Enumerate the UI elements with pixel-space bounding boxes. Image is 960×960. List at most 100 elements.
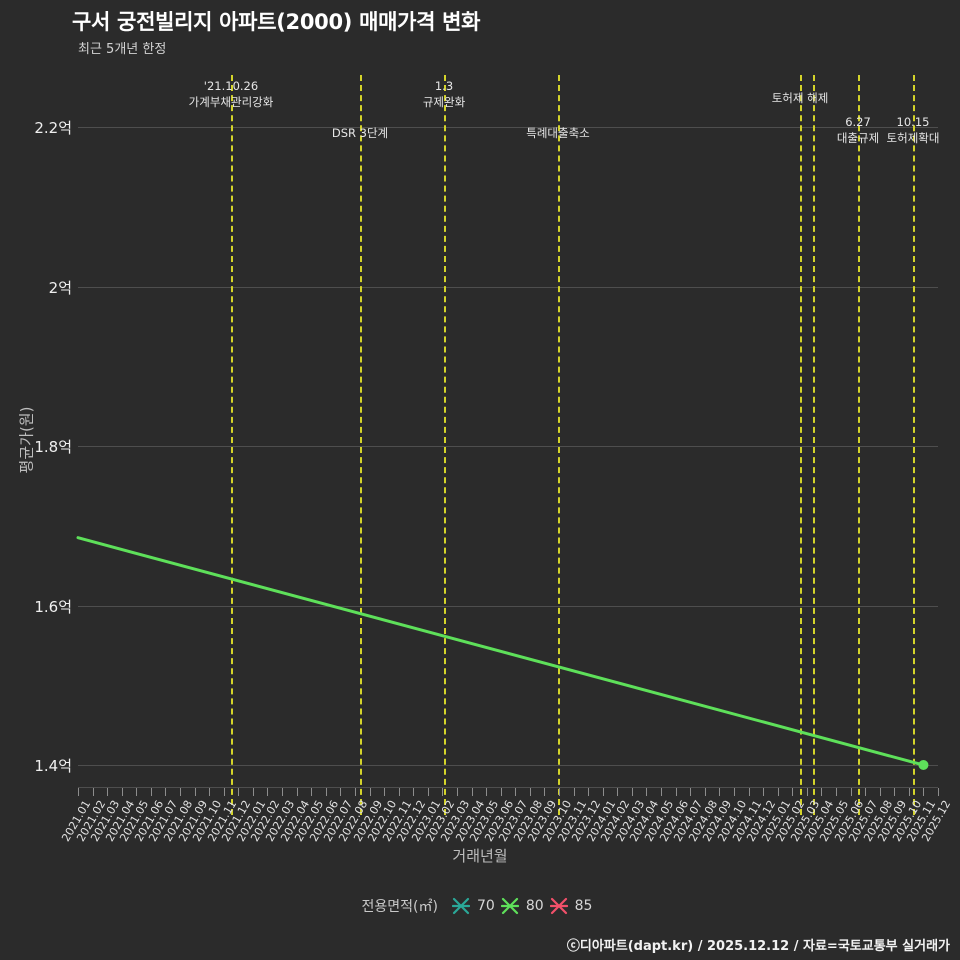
event-text: 가계부채관리강화 <box>188 94 274 109</box>
event-date: '21.10.26 <box>203 79 259 93</box>
x-tick-mark <box>559 788 561 796</box>
x-tick-mark <box>150 788 152 796</box>
gridline <box>78 127 938 128</box>
event-line <box>800 75 802 815</box>
x-tick-mark <box>529 788 531 796</box>
event-annotation: 토허제 해제 <box>772 91 829 107</box>
x-tick-mark <box>107 788 109 796</box>
x-tick-mark <box>938 788 939 796</box>
x-tick-mark <box>92 788 94 796</box>
event-date: 1.3 <box>434 79 454 93</box>
x-tick-mark <box>588 788 590 796</box>
x-tick-mark <box>704 788 706 796</box>
x-tick-mark <box>865 788 867 796</box>
x-tick-mark <box>748 788 750 796</box>
event-line <box>444 75 446 815</box>
event-line <box>858 75 860 815</box>
x-tick-mark <box>78 788 79 796</box>
y-tick-label: 1.4억 <box>34 757 72 775</box>
y-tick-label: 2.2억 <box>34 119 72 137</box>
x-tick-mark <box>223 788 225 796</box>
x-tick-mark <box>384 788 386 796</box>
event-date: 6.27 <box>845 115 871 129</box>
x-tick-mark <box>325 788 327 796</box>
legend-title: 전용면적(㎡) <box>361 899 438 915</box>
x-tick-mark <box>252 788 254 796</box>
x-axis-label: 거래년월 <box>452 847 508 865</box>
x-tick-mark <box>282 788 284 796</box>
x-tick-mark <box>850 788 852 796</box>
gridline <box>78 286 938 288</box>
x-tick-mark <box>311 788 313 796</box>
x-tick-mark <box>165 788 167 796</box>
x-tick-mark <box>413 788 415 796</box>
x-tick-mark <box>792 788 794 796</box>
legend-item-70[interactable]: 70 <box>451 897 495 915</box>
x-tick-mark <box>908 788 910 796</box>
legend-item-85[interactable]: 85 <box>549 897 593 915</box>
x-tick-mark <box>354 788 356 796</box>
x-tick-mark <box>136 788 138 796</box>
x-tick-mark <box>296 788 298 796</box>
legend-label: 85 <box>574 898 593 914</box>
y-tick-label: 2억 <box>48 278 72 297</box>
event-line <box>558 75 560 815</box>
event-text: 특례대출축소 <box>526 126 590 140</box>
x-tick-mark <box>121 788 123 796</box>
event-annotation: 1.3 규제완화 <box>423 79 465 110</box>
x-tick-mark <box>777 788 779 796</box>
x-tick-mark <box>806 788 808 796</box>
event-annotation: 6.27 대출규제 <box>837 115 879 146</box>
x-tick-mark <box>398 788 400 796</box>
x-tick-mark <box>442 788 444 796</box>
x-tick-mark <box>486 788 488 796</box>
x-tick-mark <box>340 788 342 796</box>
x-tick-mark <box>369 788 371 796</box>
x-tick-mark <box>631 788 633 796</box>
legend-item-80[interactable]: 80 <box>500 897 544 915</box>
x-tick-mark <box>661 788 663 796</box>
page-subtitle: 최근 5개년 한정 <box>78 42 167 57</box>
event-text: DSR 3단계 <box>331 126 389 140</box>
y-axis-label: 평균가(원) <box>17 406 36 474</box>
x-tick-mark <box>267 788 269 796</box>
x-tick-mark <box>427 788 429 796</box>
series-line <box>76 536 925 767</box>
x-tick-mark <box>690 788 692 796</box>
x-tick-mark <box>471 788 473 796</box>
event-text: 토허제확대 <box>886 130 940 145</box>
legend-label: 70 <box>476 898 495 914</box>
x-tick-mark <box>500 788 502 796</box>
x-tick-mark <box>646 788 648 796</box>
x-tick-mark <box>456 788 458 796</box>
event-annotation: DSR 3단계 <box>332 126 388 142</box>
x-tick-mark <box>719 788 721 796</box>
y-tick-label: 1.6억 <box>34 597 72 616</box>
x-tick-mark <box>879 788 881 796</box>
legend-label: 80 <box>525 898 544 914</box>
event-text: 대출규제 <box>836 130 880 145</box>
gridline <box>78 765 938 766</box>
x-tick-mark <box>733 788 735 796</box>
x-tick-mark <box>194 788 196 796</box>
x-tick-mark <box>209 788 211 796</box>
x-tick-mark <box>515 788 517 796</box>
x-tick-mark <box>617 788 619 796</box>
event-line <box>913 75 915 815</box>
chart-legend: 전용면적(㎡) 70 80 85 <box>0 896 960 916</box>
event-annotation: '21.10.26 가계부채관리강화 <box>189 79 274 110</box>
x-tick-mark <box>238 788 240 796</box>
legend-marker-icon <box>500 897 519 915</box>
event-line <box>231 75 233 815</box>
x-tick-mark <box>180 788 182 796</box>
gridline <box>78 446 938 447</box>
x-tick-mark <box>573 788 575 796</box>
footer-credit: ⓒ디아파트(dapt.kr) / 2025.12.12 / 자료=국토교통부 실… <box>566 939 950 954</box>
x-tick-mark <box>675 788 677 796</box>
x-tick-mark <box>835 788 837 796</box>
x-axis-line <box>78 787 938 788</box>
y-tick-label: 1.8억 <box>34 438 72 456</box>
event-annotation: 특례대출축소 <box>526 126 589 142</box>
x-tick-mark <box>763 788 765 796</box>
